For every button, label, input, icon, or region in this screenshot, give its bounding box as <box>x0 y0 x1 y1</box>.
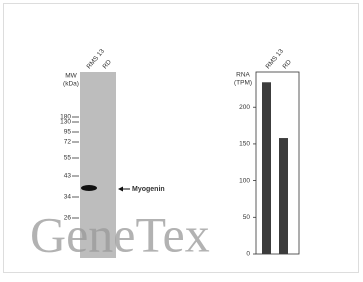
mw-marker-label: 95 <box>64 129 72 136</box>
mw-unit: (kDa) <box>63 81 79 88</box>
band-label: Myogenin <box>132 186 165 193</box>
bar <box>279 138 288 254</box>
y-tick-label: 200 <box>239 104 250 111</box>
mw-marker-label: 34 <box>64 194 72 201</box>
y-label: RNA <box>236 72 250 79</box>
mw-label: MW <box>65 73 77 80</box>
y-tick-label: 150 <box>239 141 250 148</box>
watermark: GeneTex <box>30 206 210 262</box>
mw-marker-label: 72 <box>64 139 72 146</box>
y-unit: (TPM) <box>234 80 252 87</box>
blot-band <box>81 185 97 191</box>
bar <box>262 82 271 254</box>
mw-marker-label: 55 <box>64 155 72 162</box>
y-tick-label: 50 <box>243 214 251 221</box>
y-tick-label: 0 <box>246 251 250 258</box>
page: MW (kDa) Myogenin RMS 13RD18013095725543… <box>0 0 363 282</box>
mw-marker-label: 130 <box>60 119 71 126</box>
figure: MW (kDa) Myogenin RMS 13RD18013095725543… <box>0 0 363 277</box>
y-tick-label: 100 <box>239 177 250 184</box>
mw-marker-label: 43 <box>64 173 72 180</box>
